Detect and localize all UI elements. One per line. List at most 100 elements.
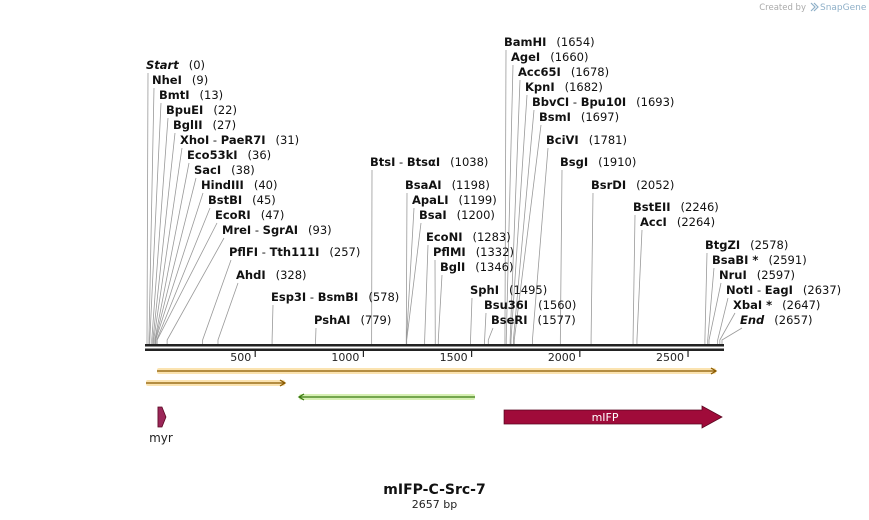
site-name: BsgI: [560, 155, 588, 169]
site-leader-line: [532, 147, 549, 344]
site-leader-line: [504, 49, 507, 344]
site-label: AccI (2264): [640, 215, 715, 229]
site-name: MreI: [222, 223, 251, 237]
site-label: Eco53kI (36): [187, 148, 271, 162]
site-label: PflFI - Tth111I (257): [229, 245, 360, 259]
site-leader-line: [217, 282, 239, 344]
plasmid-length: 2657 bp: [412, 498, 457, 511]
site-leader-line: [153, 147, 183, 344]
site-name: BstEII: [633, 200, 671, 214]
dna-backbone: [145, 344, 724, 351]
site-position: (93): [308, 223, 332, 237]
site-name: BsaAI: [405, 178, 442, 192]
site-position: (45): [252, 193, 276, 207]
site-label: BciVI (1781): [546, 133, 627, 147]
site-name-separator: -: [753, 283, 764, 297]
site-name: BamHI: [504, 35, 546, 49]
site-label: Esp3I - BsmBI (578): [271, 290, 399, 304]
site-leader-line: [156, 207, 211, 344]
site-name: NruI: [719, 268, 747, 282]
site-position: (2591): [768, 253, 806, 267]
site-leader-line: [590, 192, 594, 344]
site-name: BmtI: [159, 88, 190, 102]
site-name: SphI: [470, 283, 499, 297]
site-position: (2578): [750, 238, 788, 252]
site-label: BglII (27): [173, 118, 236, 132]
ruler-tick-label: 2000: [548, 351, 576, 364]
site-name: PflMI: [433, 245, 466, 259]
site-position: (36): [248, 148, 272, 162]
site-leader-line: [513, 124, 542, 344]
site-name: NotI: [726, 283, 753, 297]
site-label: BbvCI - Bpu10I (1693): [532, 95, 674, 109]
site-leader-line: [146, 72, 149, 344]
site-label: Acc65I (1678): [518, 65, 609, 79]
site-position: (2657): [774, 313, 812, 327]
site-name: BseRI: [491, 313, 528, 327]
site-name-2: BsmBI: [318, 290, 359, 304]
site-leader-line: [154, 162, 190, 344]
site-position: (1198): [452, 178, 490, 192]
site-name-2: BtsαI: [407, 155, 440, 169]
site-name: BsaBI *: [712, 253, 758, 267]
site-position: (2246): [681, 200, 719, 214]
site-name: PshAI: [314, 313, 350, 327]
credit-text: Created by: [759, 3, 806, 13]
site-leader-line: [708, 282, 722, 344]
site-position: (1038): [450, 155, 488, 169]
site-label: PshAI (779): [314, 313, 391, 327]
site-position: (13): [200, 88, 224, 102]
site-label: NotI - EagI (2637): [726, 283, 841, 297]
site-name: BtgZI: [705, 238, 740, 252]
site-leader-line: [152, 132, 176, 344]
site-position: (1654): [556, 35, 594, 49]
site-label: BmtI (13): [159, 88, 223, 102]
site-name: BsrDI: [591, 178, 626, 192]
site-leader-line: [632, 214, 636, 344]
site-name: BtsI: [370, 155, 395, 169]
site-position: (1577): [538, 313, 576, 327]
site-label: BamHI (1654): [504, 35, 595, 49]
site-label: BsaAI (1198): [405, 178, 490, 192]
site-leader-line: [559, 169, 563, 344]
site-name: HindIII: [201, 178, 244, 192]
site-label: BsmI (1697): [539, 110, 619, 124]
site-leader-line: [166, 237, 225, 344]
site-label: BtsI - BtsαI (1038): [370, 155, 488, 169]
orange-line-1-arrowhead: [710, 367, 718, 375]
ruler: 500 1000 1500 2000 2500: [230, 351, 689, 364]
site-label: Bsu36I (1560): [484, 298, 576, 312]
site-leader-line: [202, 259, 232, 344]
site-leader-line: [437, 274, 443, 344]
ruler-tick-label: 1000: [331, 351, 359, 364]
site-leader-line: [509, 79, 521, 344]
site-leader-line: [149, 102, 162, 344]
site-label: NheI (9): [152, 73, 208, 87]
site-position: (1560): [538, 298, 576, 312]
site-position: (1697): [581, 110, 619, 124]
green-line-arrowhead: [297, 393, 305, 401]
site-label: PflMI (1332): [433, 245, 514, 259]
site-name: AccI: [640, 215, 667, 229]
site-label: BsrDI (2052): [591, 178, 674, 192]
site-label: XbaI * (2647): [733, 298, 820, 312]
site-name: NheI: [152, 73, 182, 87]
site-position: (1678): [571, 65, 609, 79]
site-name: Bsu36I: [484, 298, 528, 312]
feature-label: mIFP: [592, 411, 619, 424]
credit-brand: SnapGene: [820, 3, 867, 13]
site-name: AgeI: [511, 50, 540, 64]
site-position: (40): [254, 178, 278, 192]
site-leader-line: [484, 312, 487, 344]
site-label: BpuEI (22): [166, 103, 237, 117]
site-leader-line: [406, 207, 415, 344]
site-label: SacI (38): [194, 163, 255, 177]
site-leader-line: [470, 297, 473, 344]
site-name-separator: -: [395, 155, 406, 169]
site-position: (578): [368, 290, 399, 304]
site-label: HindIII (40): [201, 178, 277, 192]
site-position: (2597): [757, 268, 795, 282]
site-position: (1283): [472, 230, 510, 244]
site-leader-line: [707, 267, 715, 344]
site-name-2: EagI: [765, 283, 793, 297]
